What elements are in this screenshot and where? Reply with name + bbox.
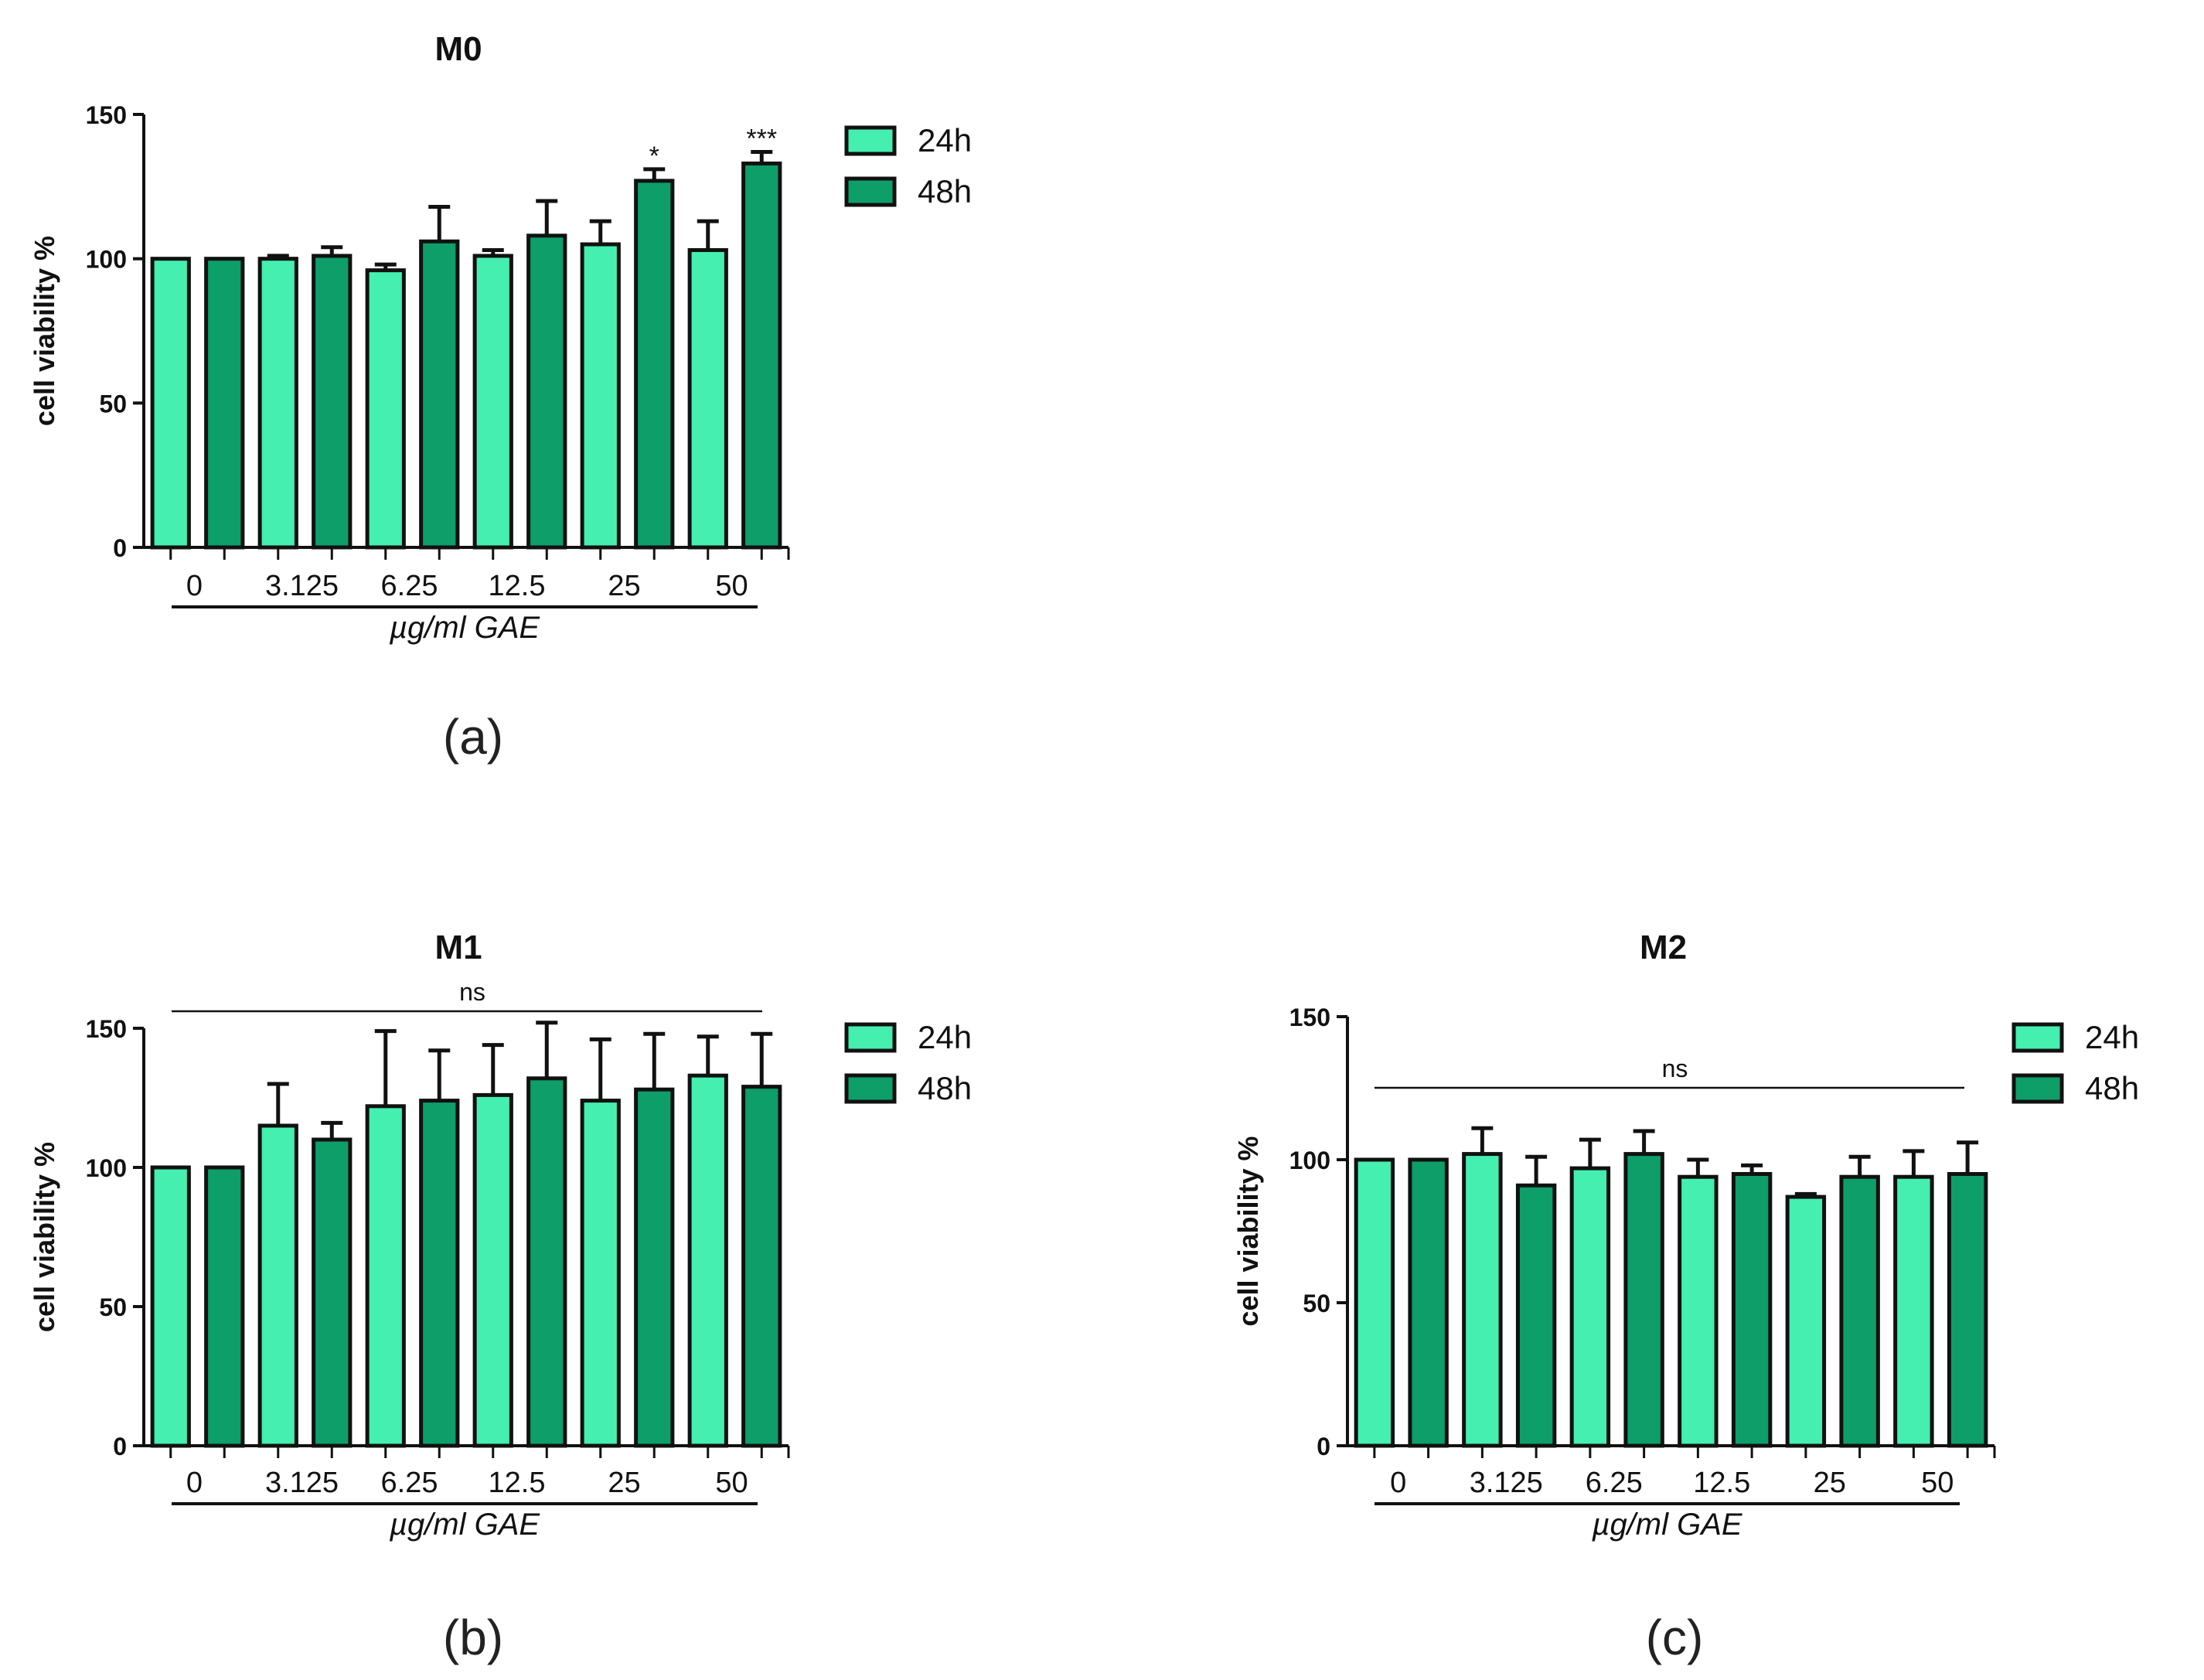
bar-48h-50 [741, 161, 782, 550]
bar-24h-0 [150, 1165, 191, 1448]
legend-swatch-48h [844, 176, 897, 207]
y-tick-label: 100 [86, 246, 127, 274]
bar-48h-6.25 [419, 239, 460, 550]
bar-48h-12.5 [526, 1076, 567, 1448]
legend-label: 48h [918, 173, 972, 210]
y-axis-label: cell viability % [29, 1142, 60, 1332]
significance-marker: *** [746, 124, 777, 154]
chart-title: M2 [1640, 929, 1687, 966]
x-tick-label: 50 [715, 570, 748, 602]
legend-label: 48h [918, 1070, 972, 1106]
panel-letter: (b) [443, 1610, 503, 1665]
x-tick-label: 50 [715, 1467, 748, 1499]
chart-title: M0 [434, 30, 482, 68]
bar-24h-50 [687, 1073, 728, 1448]
bar-48h-0 [1408, 1157, 1449, 1448]
y-axis-label: cell viability % [1232, 1136, 1264, 1326]
bar-48h-25 [634, 179, 675, 550]
x-tick-label: 3.125 [265, 570, 339, 602]
legend-label: 24h [2085, 1019, 2139, 1055]
legend-swatch-48h [844, 1073, 897, 1104]
legend-label: 24h [918, 122, 972, 158]
y-tick-label: 150 [86, 1015, 127, 1043]
y-tick-label: 150 [1289, 1004, 1330, 1031]
bar-48h-0 [204, 1165, 245, 1448]
x-axis-label: µg/ml GAE [389, 1508, 541, 1542]
bar-48h-50 [741, 1085, 782, 1448]
bar-24h-3.125 [1462, 1152, 1503, 1448]
chart-title: M1 [434, 929, 482, 966]
legend-label: 48h [2085, 1070, 2139, 1106]
x-tick-label: 3.125 [1470, 1467, 1543, 1499]
bar-48h-25 [1839, 1174, 1880, 1448]
bar-24h-6.25 [1569, 1166, 1611, 1448]
x-tick-label: 6.25 [381, 570, 438, 602]
ns-label: ns [1662, 1055, 1688, 1082]
bar-48h-25 [634, 1087, 675, 1448]
x-tick-label: 3.125 [265, 1467, 339, 1499]
bar-48h-6.25 [1623, 1152, 1664, 1448]
bar-48h-12.5 [526, 233, 567, 550]
legend-swatch-24h [844, 125, 897, 156]
bar-24h-12.5 [1678, 1174, 1719, 1448]
bar-24h-6.25 [365, 1104, 406, 1448]
y-tick-label: 100 [1289, 1147, 1330, 1174]
y-tick-label: 150 [86, 101, 127, 129]
bar-24h-50 [687, 247, 728, 550]
x-axis-label: µg/ml GAE [1591, 1508, 1743, 1542]
x-tick-label: 25 [608, 1467, 640, 1499]
chart-panel-M1: M1 0 50 100 150 cell viability % 0 3.125 6.25 12.… [29, 929, 972, 1665]
bar-24h-0 [1354, 1157, 1395, 1448]
bar-24h-25 [580, 1099, 621, 1448]
y-tick-label: 50 [99, 1293, 127, 1321]
bar-48h-3.125 [1515, 1183, 1557, 1448]
bar-24h-3.125 [257, 257, 298, 550]
bar-48h-6.25 [419, 1099, 460, 1448]
x-tick-label: 0 [186, 570, 203, 602]
legend-label: 24h [918, 1019, 972, 1055]
panel-letter: (a) [443, 709, 503, 765]
bar-24h-6.25 [365, 268, 406, 550]
bar-48h-12.5 [1731, 1172, 1773, 1448]
x-tick-label: 0 [1390, 1467, 1406, 1499]
bar-24h-25 [1785, 1194, 1827, 1448]
bar-48h-50 [1947, 1172, 1988, 1448]
x-tick-label: 25 [1814, 1467, 1846, 1499]
legend-swatch-48h [2012, 1073, 2064, 1104]
ns-label: ns [459, 978, 485, 1006]
x-tick-label: 6.25 [381, 1467, 438, 1499]
x-tick-label: 12.5 [1693, 1467, 1750, 1499]
bar-48h-3.125 [312, 1137, 353, 1448]
y-tick-label: 0 [1317, 1433, 1330, 1460]
chart-panel-M0: M0 0 50 100 150 cell viability % 0 3.125 6.25 12.… [29, 30, 972, 765]
significance-marker: * [649, 141, 659, 171]
bar-24h-25 [580, 242, 621, 550]
x-axis-label: µg/ml GAE [389, 611, 541, 645]
bar-24h-12.5 [472, 254, 513, 550]
y-tick-label: 100 [86, 1154, 127, 1182]
y-tick-label: 0 [113, 1433, 127, 1460]
bar-24h-12.5 [472, 1092, 513, 1448]
bar-48h-3.125 [312, 254, 353, 550]
bar-24h-3.125 [257, 1123, 298, 1448]
x-tick-label: 25 [608, 570, 640, 602]
x-tick-label: 12.5 [489, 570, 546, 602]
y-axis-label: cell viability % [29, 236, 60, 426]
bar-24h-50 [1893, 1174, 1934, 1448]
x-tick-label: 0 [186, 1467, 203, 1499]
bar-24h-0 [150, 257, 191, 550]
panel-letter: (c) [1646, 1610, 1704, 1665]
legend-swatch-24h [844, 1022, 897, 1053]
y-tick-label: 50 [1303, 1290, 1330, 1317]
chart-panel-M2: M2 0 50 100 150 cell viability % 0 3.125 6.25 12.… [1232, 929, 2139, 1665]
bar-48h-0 [204, 257, 245, 550]
x-tick-label: 6.25 [1586, 1467, 1643, 1499]
x-tick-label: 50 [1921, 1467, 1954, 1499]
x-tick-label: 12.5 [489, 1467, 546, 1499]
y-tick-label: 50 [99, 390, 127, 417]
legend-swatch-24h [2012, 1022, 2064, 1053]
y-tick-label: 0 [113, 534, 127, 562]
